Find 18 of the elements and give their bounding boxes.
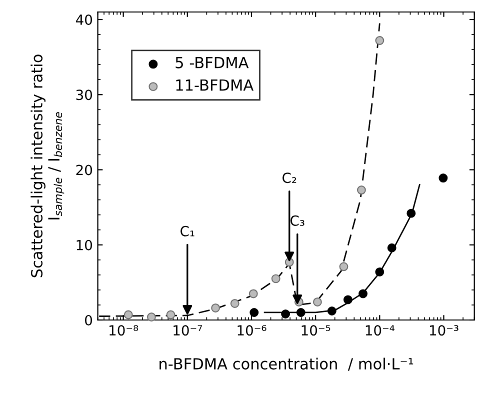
y-tick-label: 20 — [76, 164, 92, 176]
annotation: C₂ — [282, 172, 296, 184]
x-tick-label: 10⁻³ — [430, 325, 458, 336]
legend-label: 11-BFDMA — [176, 79, 254, 91]
x-tick-label: 10⁻⁴ — [366, 325, 395, 336]
y-axis-title: Scattered-light intensity ratio I$_{sample}$ / I$_{benzene}$ — [30, 54, 64, 278]
y-tick-label: 30 — [76, 90, 92, 100]
y-tick-label: 0 — [85, 314, 92, 326]
x-tick-label: 10⁻⁶ — [238, 325, 266, 336]
y-tick-label: 10 — [76, 240, 92, 250]
x-tick-label: 10⁻⁷ — [174, 325, 202, 336]
y-tick-label: 40 — [76, 14, 92, 25]
x-tick-label: 10⁻⁵ — [302, 325, 330, 336]
annotation: C₃ — [290, 215, 304, 226]
annotation: C₁ — [180, 226, 194, 236]
x-tick-label: 10⁻⁸ — [110, 325, 138, 336]
x-axis-title: n-BFDMA concentration / mol·L⁻¹ — [160, 358, 414, 371]
legend-label: 5 -BFDMA — [176, 57, 249, 68]
